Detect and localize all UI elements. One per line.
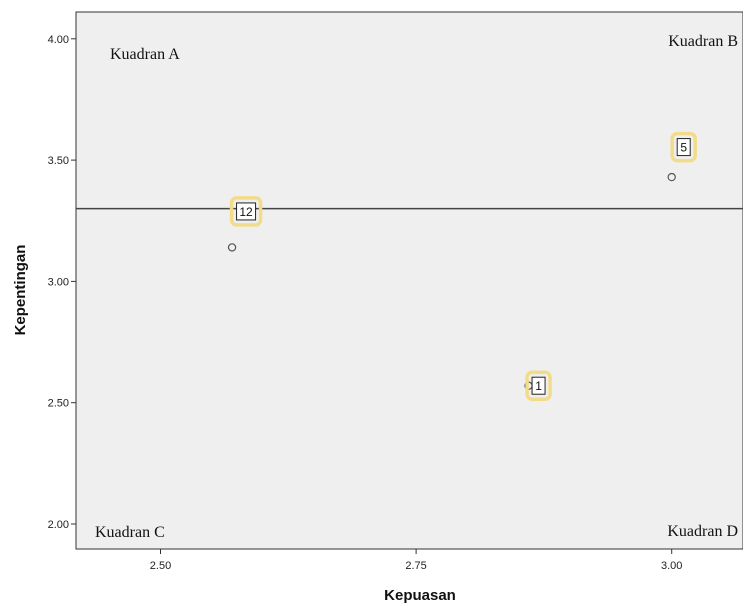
point-label-box bbox=[676, 138, 691, 157]
data-point bbox=[667, 172, 676, 182]
quadrant-label: Kuadran B bbox=[668, 33, 738, 50]
quadrant-label: Kuadran A bbox=[110, 46, 180, 63]
y-tick-label: 4.00 bbox=[48, 34, 69, 46]
point-label-box bbox=[236, 202, 257, 221]
point-label-halo bbox=[229, 196, 263, 227]
y-tick-label: 2.50 bbox=[48, 398, 69, 410]
y-tick-label: 2.00 bbox=[48, 519, 69, 531]
point-label-halo bbox=[670, 131, 697, 163]
x-tick-label: 3.00 bbox=[661, 560, 682, 572]
y-tick-label: 3.50 bbox=[48, 155, 69, 167]
quadrant-label: Kuadran D bbox=[667, 523, 738, 540]
data-point bbox=[227, 243, 237, 252]
x-tick-label: 2.75 bbox=[405, 560, 426, 572]
x-tick-label: 2.50 bbox=[150, 560, 171, 572]
point-label: 1 bbox=[535, 379, 542, 393]
plot-area bbox=[75, 11, 743, 550]
y-axis-title: Kepentingan bbox=[12, 245, 29, 336]
y-tick-label: 3.00 bbox=[48, 276, 69, 288]
quadrant-label: Kuadran C bbox=[95, 524, 165, 541]
point-label-halo bbox=[525, 370, 552, 401]
x-axis-title: Kepuasan bbox=[384, 587, 456, 604]
point-label-box bbox=[531, 376, 546, 395]
point-label: 12 bbox=[239, 205, 253, 219]
point-label: 5 bbox=[680, 141, 687, 155]
